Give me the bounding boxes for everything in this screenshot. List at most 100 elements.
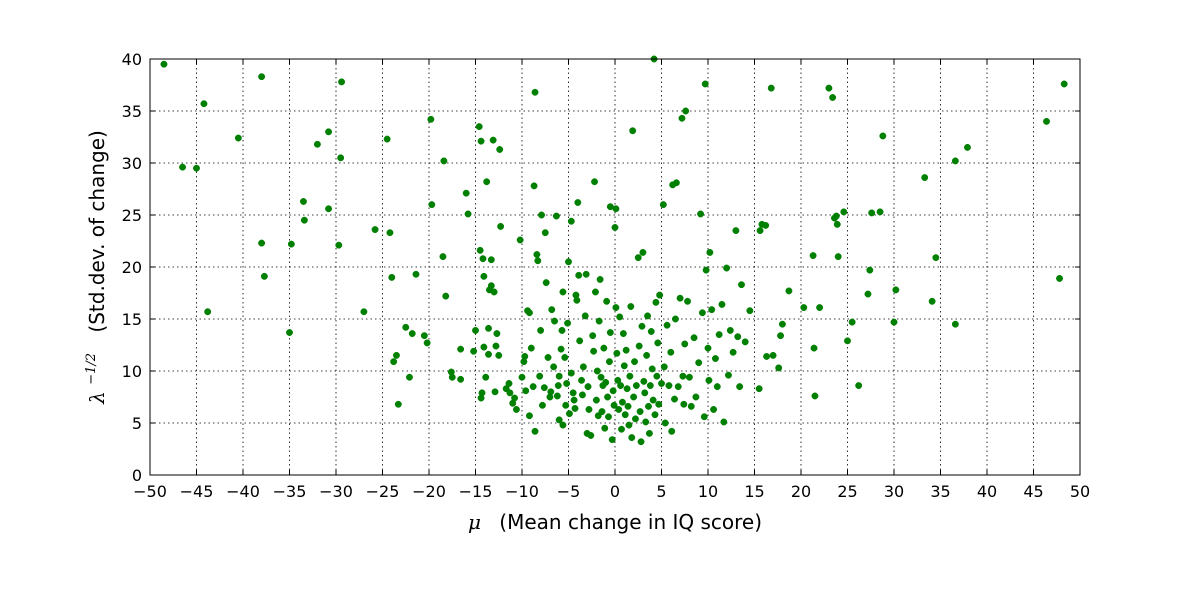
data-point — [671, 395, 678, 403]
data-point — [951, 320, 959, 328]
data-point — [631, 358, 638, 366]
data-point — [681, 340, 689, 348]
data-point — [711, 355, 719, 362]
x-axis-label-text: (Mean change in IQ score) — [499, 510, 762, 534]
x-tick-label: −25 — [366, 482, 400, 501]
data-point — [204, 308, 212, 316]
data-point — [658, 380, 665, 387]
data-point — [639, 248, 647, 256]
data-point — [525, 412, 533, 420]
data-point — [592, 396, 600, 404]
data-point — [605, 413, 612, 421]
data-point — [386, 229, 394, 237]
y-axis-label-text: (Std.dev. of change) — [85, 130, 109, 332]
data-point — [738, 281, 745, 289]
data-point — [638, 322, 646, 330]
data-point — [531, 427, 539, 435]
data-point — [932, 254, 940, 262]
x-tick-label: 30 — [884, 482, 904, 501]
data-point — [464, 210, 472, 218]
data-point — [778, 320, 786, 328]
data-point — [832, 212, 840, 220]
data-point — [388, 273, 396, 281]
x-axis-label: μ (Mean change in IQ score) — [468, 510, 762, 534]
data-point — [800, 304, 808, 312]
y-tick-label: 20 — [122, 258, 142, 277]
data-point — [557, 345, 565, 353]
data-point — [609, 387, 617, 395]
data-point — [589, 332, 597, 340]
data-point — [879, 132, 887, 140]
data-point — [667, 348, 675, 356]
data-point — [653, 372, 661, 380]
data-point — [569, 389, 577, 397]
data-point — [756, 227, 764, 235]
data-point — [769, 351, 777, 359]
data-point — [951, 157, 959, 165]
data-point — [785, 287, 793, 295]
data-point — [624, 402, 632, 410]
data-point — [660, 363, 668, 371]
data-point — [544, 354, 552, 361]
data-point — [506, 389, 514, 397]
data-point — [864, 290, 872, 298]
data-point — [833, 220, 841, 228]
data-point — [522, 387, 530, 395]
data-point — [612, 304, 620, 312]
data-point — [470, 347, 478, 355]
data-point — [648, 365, 656, 373]
data-point — [809, 252, 817, 260]
data-point — [587, 432, 595, 439]
data-point — [632, 415, 639, 423]
data-point — [762, 221, 770, 229]
data-point — [655, 400, 663, 408]
data-point — [495, 351, 503, 359]
data-point — [643, 351, 651, 359]
data-point — [708, 306, 716, 314]
data-point — [338, 78, 346, 86]
data-point — [590, 347, 598, 355]
data-point — [547, 388, 555, 396]
x-tick-label: −45 — [180, 482, 214, 501]
x-tick-label: −5 — [557, 482, 581, 501]
data-point — [637, 438, 645, 446]
data-point — [890, 318, 898, 326]
data-point — [555, 372, 563, 380]
data-point — [593, 367, 601, 375]
data-point — [582, 270, 590, 278]
data-point — [402, 323, 410, 331]
data-point — [876, 208, 884, 216]
x-tick-label: −40 — [226, 482, 260, 501]
data-point — [726, 326, 734, 334]
data-point — [551, 317, 558, 325]
data-point — [525, 309, 533, 317]
data-point — [617, 382, 625, 390]
x-tick-label: −30 — [319, 482, 353, 501]
x-tick-label: −50 — [133, 482, 167, 501]
data-point — [725, 371, 732, 379]
data-point — [512, 406, 520, 413]
y-tick-label: 40 — [122, 50, 142, 69]
data-point — [601, 424, 609, 432]
data-point — [591, 178, 598, 186]
data-point — [645, 429, 653, 437]
data-point — [672, 315, 679, 323]
data-point — [564, 319, 572, 327]
data-point — [300, 198, 307, 205]
data-point — [777, 332, 784, 340]
x-tick-label: 15 — [744, 482, 764, 501]
data-point — [636, 408, 644, 416]
data-point — [855, 382, 863, 390]
data-point — [570, 396, 578, 404]
data-point — [479, 255, 487, 263]
data-point — [579, 363, 587, 371]
data-point — [713, 383, 721, 391]
data-point — [626, 372, 634, 380]
data-point — [518, 373, 526, 381]
x-tick-label: −10 — [505, 482, 539, 501]
data-point — [610, 401, 618, 409]
data-point — [527, 344, 535, 352]
data-point — [668, 427, 676, 435]
data-point — [496, 146, 504, 153]
data-point — [287, 240, 295, 248]
